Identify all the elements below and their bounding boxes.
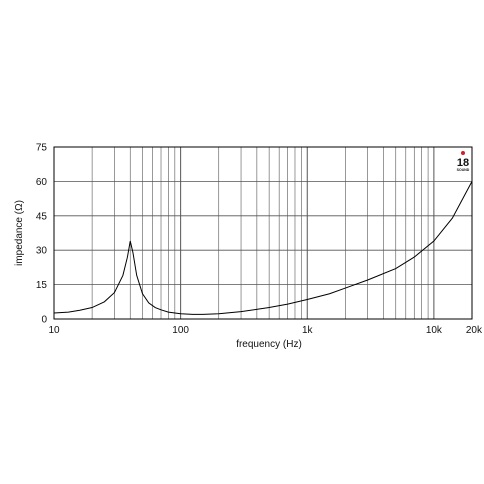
x-tick-labels: 10 100 1k 10k 20k <box>48 325 483 336</box>
y-tick-label: 15 <box>36 280 48 291</box>
y-tick-label: 60 <box>36 177 48 188</box>
x-tick-label: 10 <box>48 325 60 336</box>
brand-logo: 18 SOUND <box>455 149 471 173</box>
x-tick-label: 20k <box>466 325 483 336</box>
y-tick-label: 30 <box>36 246 48 257</box>
logo-accent-mark <box>461 151 465 155</box>
y-tick-labels: 0 15 30 45 60 75 <box>36 143 48 326</box>
grid-lines <box>53 146 473 320</box>
y-tick-label: 75 <box>36 143 48 154</box>
y-tick-label: 0 <box>41 315 47 326</box>
x-tick-label: 100 <box>172 325 189 336</box>
x-tick-label: 1k <box>302 325 314 336</box>
y-axis-title: impedance (Ω) <box>14 200 25 266</box>
logo-number: 18 <box>457 157 469 169</box>
logo-subtext: SOUND <box>457 168 470 172</box>
impedance-curve <box>53 181 473 315</box>
plot-frame <box>53 146 473 320</box>
y-tick-label: 45 <box>36 211 48 222</box>
x-tick-label: 10k <box>426 325 443 336</box>
x-axis-title: frequency (Hz) <box>236 339 302 350</box>
